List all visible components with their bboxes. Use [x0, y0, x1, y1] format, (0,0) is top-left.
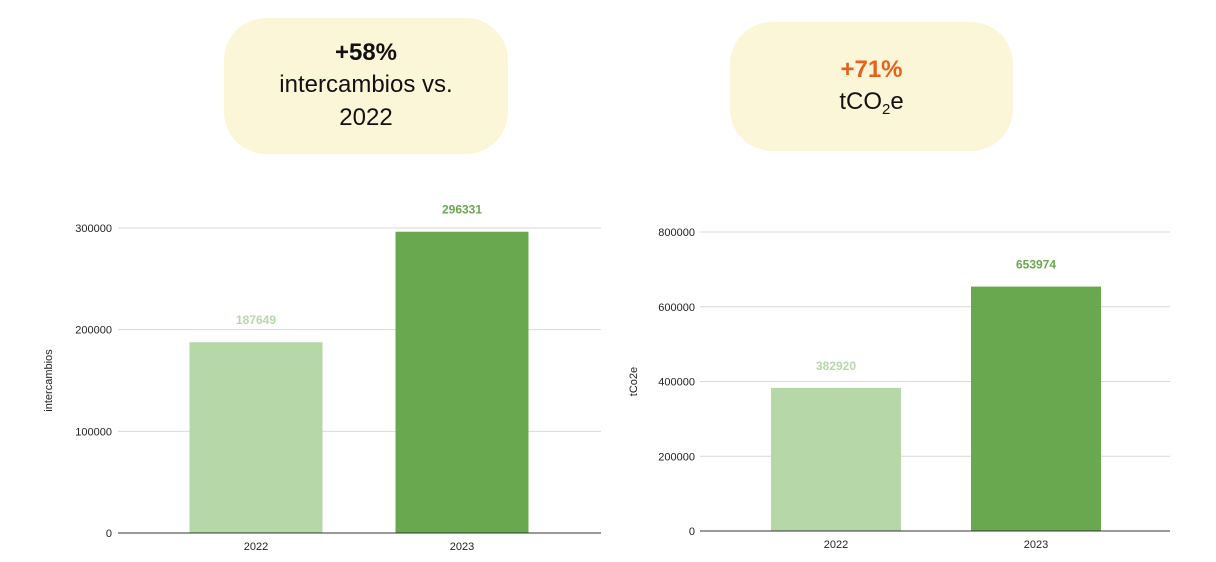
- callout-emissions-percent: +71%: [840, 56, 903, 83]
- exchanges-data-label-2023: 296331: [442, 203, 482, 217]
- exchanges-y-tick-label: 0: [106, 528, 112, 540]
- emissions-bar-chart: 0 200000 400000 600000 800000 tCo2e 382920 2022…: [628, 227, 1170, 551]
- callout-emissions: +71% tCO2e: [730, 22, 1013, 151]
- emissions-bar-2022: [771, 387, 901, 531]
- emissions-x-tick-label: 2022: [824, 539, 848, 551]
- callout-exchanges: +58% intercambios vs. 2022: [224, 18, 508, 154]
- exchanges-data-label-2022: 187649: [236, 313, 276, 327]
- callout-exchanges-percent: +58%: [334, 39, 398, 66]
- emissions-data-label-2022: 382920: [816, 359, 856, 373]
- callout-emissions-caption-pre: tCO: [839, 88, 882, 115]
- emissions-y-axis-title: tCo2e: [628, 367, 640, 396]
- exchanges-y-tick-label: 200000: [75, 325, 112, 337]
- exchanges-bar-2023: [395, 231, 529, 533]
- exchanges-y-tick-label: 100000: [75, 426, 112, 438]
- exchanges-y-tick-label: 300000: [75, 223, 112, 235]
- emissions-x-tick-label: 2023: [1024, 539, 1048, 551]
- emissions-y-tick-label: 0: [689, 526, 695, 538]
- exchanges-x-tick-label: 2023: [450, 541, 474, 553]
- exchanges-bar-chart: 0 100000 200000 300000 intercambios 187649 202…: [43, 203, 601, 553]
- emissions-bar-2023: [971, 286, 1101, 531]
- callout-emissions-caption-sub: 2: [881, 101, 891, 118]
- emissions-y-tick-label: 400000: [658, 377, 695, 389]
- exchanges-bar-2022: [189, 342, 323, 533]
- exchanges-x-tick-label: 2022: [244, 541, 268, 553]
- emissions-y-tick-label: 600000: [658, 302, 695, 314]
- exchanges-y-axis-title: intercambios: [43, 349, 55, 412]
- emissions-data-label-2023: 653974: [1016, 258, 1056, 272]
- callout-exchanges-caption: intercambios vs. 2022: [279, 71, 453, 131]
- callout-emissions-caption-post: e: [890, 88, 904, 115]
- emissions-y-tick-label: 200000: [658, 451, 695, 463]
- callout-emissions-caption: tCO2e: [839, 85, 903, 118]
- emissions-y-tick-label: 800000: [658, 227, 695, 239]
